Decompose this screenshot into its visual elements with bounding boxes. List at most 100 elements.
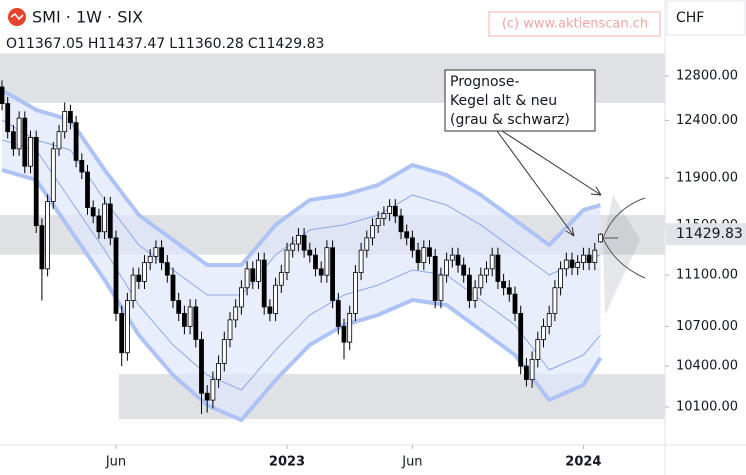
candle-body (335, 300, 341, 327)
candle-body (125, 300, 130, 354)
y-tick-label: 10700.00 (676, 319, 738, 334)
y-tick-label: 11900.00 (676, 170, 738, 185)
candle-body (142, 262, 147, 282)
candle-body (5, 103, 11, 133)
candle-body (586, 254, 592, 263)
watermark: (c) www.aktienscan.ch (502, 17, 648, 32)
candle-body (0, 86, 5, 104)
candle-body (575, 262, 581, 268)
candle-body (318, 268, 324, 276)
ohlc-value: 11429.83 (258, 36, 325, 52)
candle-body (375, 217, 381, 227)
candle-body (153, 247, 159, 257)
candle-body (73, 122, 79, 161)
candle-body (39, 225, 45, 270)
candle-body (313, 254, 318, 270)
candle-body (512, 293, 518, 314)
forecast-cone-black (602, 197, 646, 279)
candle-body (273, 284, 279, 314)
candle-body (85, 171, 90, 208)
candle-body (495, 254, 501, 282)
candle-body (466, 274, 472, 301)
currency[interactable]: CHF (676, 10, 704, 26)
candle-body (592, 249, 598, 263)
arrow (501, 130, 602, 196)
candle-body (96, 215, 102, 233)
candle-body (221, 339, 227, 364)
candle-body (387, 205, 393, 214)
x-tick-label: Jun (105, 455, 126, 470)
candle-body (28, 136, 33, 167)
candle-body (256, 259, 261, 282)
candle-body (102, 203, 107, 233)
logo-icon (10, 12, 24, 21)
ohlc-value: 11360.28 (177, 36, 244, 52)
plot-area (0, 53, 666, 423)
annotation-box (444, 69, 596, 132)
candle-body (404, 231, 410, 239)
candle-body (227, 319, 233, 340)
x-tick-label: Jun (401, 455, 422, 470)
x-tick-label: 2023 (269, 455, 305, 470)
price-label-box (666, 223, 746, 246)
candle-body (398, 215, 404, 233)
band-fill (2, 90, 601, 421)
candle-body (558, 268, 563, 289)
candle-body (199, 339, 204, 394)
candle-body (501, 281, 507, 289)
candle-body (581, 254, 586, 263)
candle-body (147, 255, 153, 263)
candle-body (250, 268, 256, 282)
candle-body (541, 325, 546, 340)
currency-box[interactable] (666, 0, 746, 36)
candle-body (392, 205, 398, 217)
candle-body (10, 131, 16, 150)
candle-body (284, 249, 290, 273)
candle-body (444, 259, 450, 276)
candle-body (415, 249, 421, 263)
candle-body (170, 274, 176, 301)
candle-body (22, 117, 28, 167)
candle-body (484, 268, 489, 276)
candle-body (130, 274, 136, 301)
candle-body (432, 255, 438, 301)
candle-body (330, 247, 336, 301)
annotation-arrows (496, 130, 602, 237)
candle-body (159, 247, 165, 263)
candle-body (364, 237, 370, 251)
band-line (0, 88, 602, 267)
candle-body (56, 131, 62, 150)
watermark-box (488, 11, 661, 37)
annotation-line: Prognose- (450, 74, 520, 90)
candle-body (524, 365, 529, 381)
ohlc-value: 11367.05 (17, 36, 84, 52)
candle-body (546, 312, 552, 327)
candle-body (90, 207, 96, 217)
candle-body (176, 300, 182, 314)
candle-body (233, 306, 239, 321)
y-tick-label: 12800.00 (676, 69, 738, 84)
arrow (496, 130, 575, 237)
ohlc-prefix: L (169, 36, 177, 52)
candle-body (187, 306, 193, 327)
candle-body (267, 306, 273, 314)
candle-body (455, 254, 461, 266)
candle-body (438, 274, 444, 301)
candle-body (478, 274, 484, 289)
y-tick-label: 10400.00 (676, 359, 738, 374)
candle-body (193, 306, 199, 340)
candle-body (216, 363, 222, 381)
candle-body (552, 287, 558, 314)
candle-body (45, 201, 50, 270)
candle-body (107, 203, 113, 239)
candle-body (164, 262, 170, 276)
candle-body (489, 254, 495, 270)
candle-body (181, 312, 187, 327)
chart-title: SMI · 1W · SIX (32, 8, 143, 27)
candle-body (238, 287, 244, 308)
candle-body (295, 235, 301, 245)
candle-body (33, 136, 39, 227)
candle-body (472, 287, 478, 301)
candle-body (449, 254, 455, 261)
